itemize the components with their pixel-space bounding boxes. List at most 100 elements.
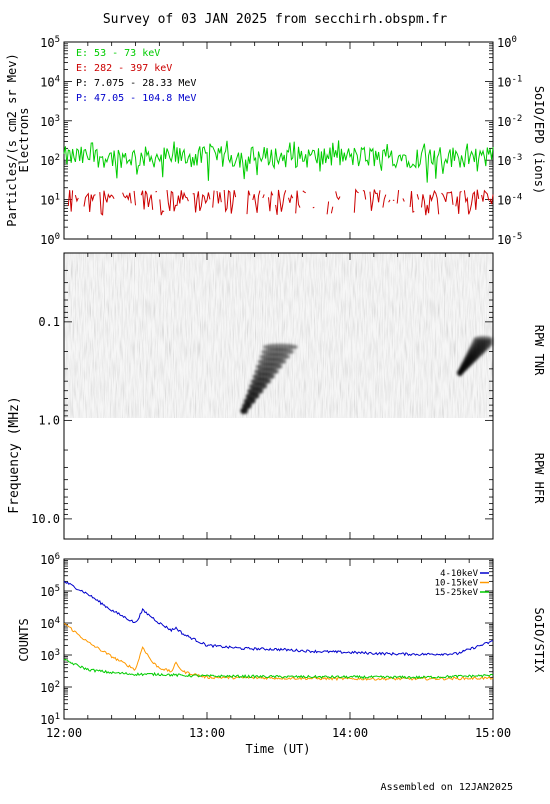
freq-tick-label: 1.0 (38, 413, 60, 427)
epd-left-tick-label: 104 (40, 74, 60, 89)
stix-series-15-25keV-line (64, 659, 493, 678)
stix-tick-label: 101 (40, 712, 60, 727)
epd-series-e282-line (75, 195, 78, 201)
stix-tick-label: 104 (40, 616, 60, 631)
stix-series-10-15keV-line (64, 624, 493, 681)
rpw-hfr-label: RPW HFR (532, 453, 546, 504)
epd-series-e282-line (410, 191, 414, 212)
stix-tick-label: 106 (40, 552, 60, 567)
stix-tick-label: 102 (40, 680, 60, 695)
epd-series-e282-line (84, 194, 96, 212)
epd-legend: E: 53 - 73 keV E: 282 - 397 keV P: 7.075 -… (76, 48, 196, 104)
stix-panel: 101 102 103 104 105 106 4-10keV10-15keV15-25k… (17, 552, 546, 756)
epd-series-e282-line (213, 191, 214, 208)
epd-series-e282-line (303, 191, 306, 193)
epd-series-e282-line (134, 191, 135, 205)
epd-right-tick-label: 100 (497, 35, 517, 50)
epd-right-tick-label: 10-5 (497, 232, 522, 247)
time-axis-label: Time (UT) (245, 742, 310, 756)
epd-left-tick-label: 103 (40, 114, 60, 129)
epd-series-e282-line (354, 190, 358, 213)
epd-left-tick-label: 102 (40, 153, 60, 168)
epd-right-label: SoIO/EPD (ions) (532, 86, 546, 194)
epd-series-e282-line (417, 194, 418, 199)
epd-right-tick-label: 10-4 (497, 193, 522, 208)
epd-series-e282-line (397, 190, 398, 203)
epd-series-e282-line (331, 207, 332, 214)
epd-series-e282-line (313, 207, 315, 208)
stix-legend-label: 4-10keV (440, 569, 479, 579)
stix-tick-label: 103 (40, 648, 60, 663)
epd-legend-entry: E: 282 - 397 keV (76, 63, 172, 74)
epd-ylabel-electrons: Electrons (17, 107, 31, 172)
figure-title: Survey of 03 JAN 2025 from secchirh.obsp… (103, 12, 448, 27)
epd-series-e282-line (276, 190, 286, 215)
epd-left-tick-label: 101 (40, 193, 60, 208)
epd-series-e282-line (247, 191, 250, 214)
epd-series-e282-line (100, 191, 114, 215)
epd-series-e282-line (389, 200, 390, 202)
epd-right-tick-label: 10-2 (497, 114, 522, 129)
epd-right-tick-label: 10-3 (497, 153, 522, 168)
epd-series-e282-line (141, 191, 153, 210)
stix-ticks: 101 102 103 104 105 106 (40, 552, 493, 727)
epd-series-e282-line (263, 194, 264, 198)
time-tick-label: 14:00 (332, 726, 368, 740)
time-axis: 12:00 13:00 14:00 15:00 (46, 726, 511, 740)
epd-panel: 100 101 102 103 104 105 10-5 10-4 10-3 10-2 10-1 10… (5, 35, 546, 247)
stix-plot-frame (64, 559, 493, 719)
time-tick-label: 12:00 (46, 726, 82, 740)
time-tick-label: 13:00 (189, 726, 225, 740)
epd-legend-entry: P: 47.05 - 104.8 MeV (76, 93, 196, 104)
stix-ylabel: COUNTS (17, 618, 31, 661)
epd-series-e282-line (383, 195, 386, 208)
rpw-panel: 0.1 1.0 10.0 Frequency (MHz) RPW TNR RPW H… (7, 253, 546, 539)
epd-series-e282-line (327, 202, 329, 215)
epd-series-e282-line (224, 190, 235, 214)
epd-series-e282-line (269, 192, 273, 211)
epd-series-e282-line (167, 190, 188, 211)
epd-series-e282-line (68, 190, 72, 212)
epd-legend-entry: E: 53 - 73 keV (76, 48, 160, 59)
epd-series-e282-line (464, 190, 478, 215)
epd-series-e53-line (64, 140, 493, 182)
epd-series-e282-line (363, 191, 366, 200)
freq-tick-label: 0.1 (38, 315, 60, 329)
epd-series-e282-line (422, 191, 439, 215)
stix-tick-label: 105 (40, 584, 60, 599)
epd-right-tick-label: 10-1 (497, 74, 522, 89)
rpw-ylabel: Frequency (MHz) (7, 396, 22, 513)
stix-legend-label: 15-25keV (435, 588, 479, 598)
epd-series-e282-line (160, 199, 164, 215)
epd-series-e282-line (403, 198, 404, 201)
stix-right-label: SoIO/STIX (532, 607, 546, 673)
radio-burst-1-segment (263, 344, 298, 350)
stix-legend-label: 10-15keV (435, 579, 479, 589)
epd-left-tick-label: 100 (40, 232, 60, 247)
freq-tick-label: 10.0 (31, 512, 60, 526)
tnr-spectrogram-noise (64, 253, 493, 418)
epd-series-e282-line (217, 191, 221, 203)
epd-series-e282-line (482, 191, 493, 204)
time-tick-label: 15:00 (475, 726, 511, 740)
epd-series-e282-line (123, 193, 132, 204)
epd-series-e282-line (253, 191, 260, 213)
epd-series-e282-line (193, 191, 210, 212)
radio-burst-2-segment (473, 336, 493, 342)
epd-series-e282-line (370, 190, 380, 211)
epd-series-e282-line (456, 192, 462, 214)
epd-legend-entry: P: 7.075 - 28.33 MeV (76, 78, 196, 89)
rpw-tnr-label: RPW TNR (532, 325, 546, 376)
epd-series-e282-line (289, 196, 293, 203)
epd-series-e282-line (336, 191, 340, 199)
epd-series-e282-line (296, 191, 300, 214)
epd-left-tick-label: 105 (40, 35, 60, 50)
epd-series (64, 140, 493, 215)
assembled-note: Assembled on 12JAN2025 (381, 782, 513, 793)
stix-series (64, 581, 493, 680)
stix-series-4-10keV-line (64, 581, 493, 655)
epd-series-e282-line (442, 192, 454, 205)
